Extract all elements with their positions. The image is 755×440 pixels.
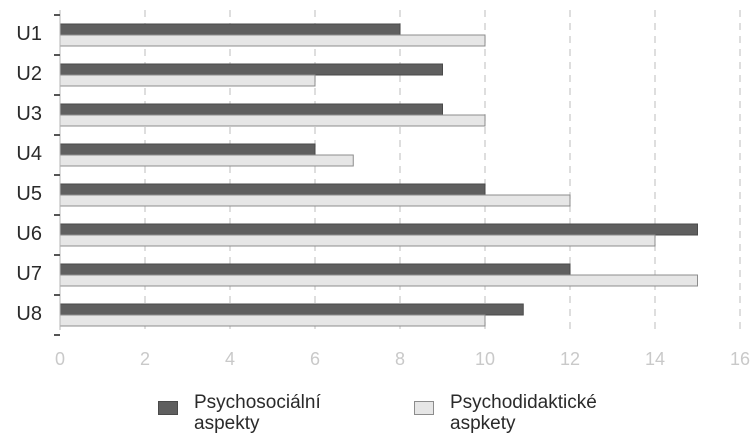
category-label: U6 (16, 223, 42, 245)
bar (59, 223, 698, 236)
bars (59, 23, 698, 327)
bar (59, 114, 486, 127)
x-tick-label: 4 (225, 349, 235, 369)
category-label: U5 (16, 183, 42, 205)
bar (59, 183, 486, 196)
x-tick-label: 6 (310, 349, 320, 369)
legend-swatch (414, 401, 434, 415)
x-tick-label: 8 (395, 349, 405, 369)
x-tick-label: 0 (55, 349, 65, 369)
x-tick-labels: 0 2 4 6 8 10 12 14 16 (55, 349, 750, 369)
legend-label: Psychodidaktické aspkety (450, 392, 650, 434)
x-tick-label: 16 (730, 349, 750, 369)
legend-label-line: aspkety (450, 413, 516, 434)
bar (59, 274, 698, 287)
x-tick-label: 10 (475, 349, 495, 369)
bar (59, 74, 316, 87)
x-tick-label: 12 (560, 349, 580, 369)
bar (59, 314, 486, 327)
bar (59, 143, 316, 156)
bar (59, 34, 486, 47)
category-labels: U1 U2 U3 U4 U5 U6 U7 U8 (16, 23, 42, 325)
legend-item-series-1: Psychosociální aspekty (158, 392, 394, 434)
legend: Psychosociální aspekty Psychodidaktické … (0, 392, 755, 440)
bar (59, 154, 354, 167)
bar (59, 63, 443, 76)
bar-chart: U1 U2 U3 U4 U5 U6 U7 U8 0 2 4 6 8 10 12 14 16 (16, 10, 750, 369)
grid-lines (144, 10, 741, 330)
category-label: U7 (16, 263, 42, 285)
category-label: U2 (16, 63, 42, 85)
legend-swatch (158, 401, 178, 415)
x-tick-label: 14 (645, 349, 665, 369)
bar (59, 194, 571, 207)
category-label: U8 (16, 303, 42, 325)
legend-item-series-2: Psychodidaktické aspkety (414, 392, 650, 434)
category-label: U3 (16, 103, 42, 125)
legend-label: Psychosociální aspekty (194, 392, 394, 434)
category-label: U4 (16, 143, 42, 165)
legend-label-line: Psychosociální (194, 392, 321, 413)
legend-label-line: Psychodidaktické (450, 392, 597, 413)
legend-label-line: aspekty (194, 413, 260, 434)
category-label: U1 (16, 23, 42, 45)
bar (59, 263, 571, 276)
bar (59, 103, 443, 116)
bar (59, 23, 401, 36)
bar (59, 234, 656, 247)
y-axis (54, 10, 61, 336)
bar (59, 303, 524, 316)
x-tick-label: 2 (140, 349, 150, 369)
